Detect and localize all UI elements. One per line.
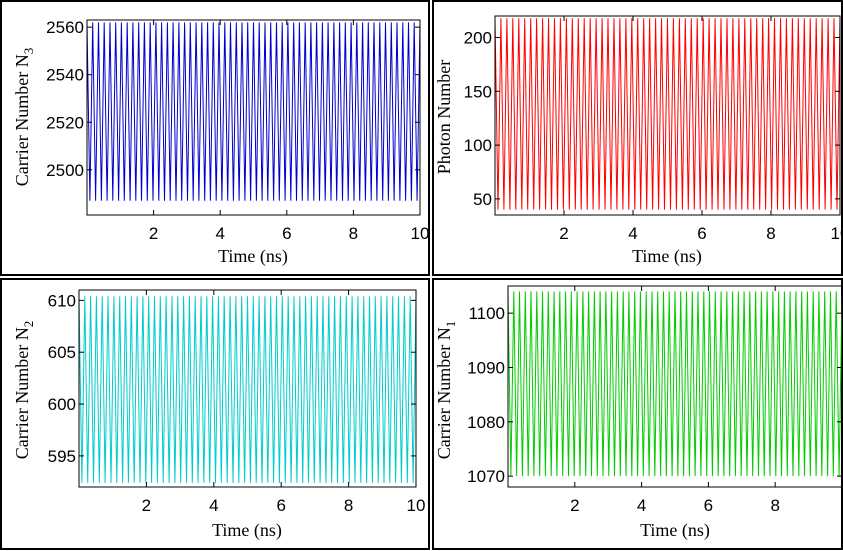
- series-line: [495, 18, 840, 210]
- y-axis-label-subscript: 1: [443, 321, 458, 328]
- x-tick-label: 6: [276, 496, 285, 515]
- x-tick-label: 8: [766, 224, 775, 243]
- y-axis-label: Photon Number: [434, 60, 454, 175]
- x-tick-label: 2: [570, 496, 579, 515]
- panel-border: [0, 0, 430, 276]
- y-axis-label: Carrier Number N1: [434, 321, 458, 459]
- y-tick-label: 100: [464, 136, 492, 155]
- chart-carrier-n3: 2 4 6 8 10 2500 2520 2540 2560 Time (ns) Carrier N…: [12, 18, 429, 267]
- y-axis-label-subscript: 2: [21, 321, 36, 328]
- x-tick-label: 10: [407, 496, 426, 515]
- chart-carrier-n2: 2 4 6 8 10 595 600 605 610 Time (ns) Carrier Numbe…: [12, 289, 426, 541]
- x-tick-label: 4: [628, 224, 637, 243]
- x-tick-label: 6: [697, 224, 706, 243]
- y-tick-label: 605: [48, 343, 76, 362]
- y-tick-label: 1100: [468, 304, 505, 323]
- x-axis-label: Time (ns): [212, 520, 282, 541]
- y-tick-label: 1080: [467, 413, 505, 432]
- y-tick-label: 150: [464, 82, 492, 101]
- y-tick-label: 2500: [46, 161, 84, 180]
- x-tick-label: 2: [142, 496, 151, 515]
- y-tick-label: 200: [464, 29, 492, 48]
- y-axis-label: Carrier Number N2: [12, 321, 36, 459]
- y-tick-label: 1090: [467, 358, 505, 377]
- x-tick-label: 10: [411, 224, 430, 243]
- axes-box: [494, 15, 841, 216]
- x-tick-label: 2: [149, 224, 158, 243]
- y-tick-label: 1070: [467, 467, 505, 486]
- axes-box: [507, 285, 843, 488]
- series-line: [87, 22, 420, 201]
- series-line: [508, 291, 842, 477]
- panel-border: [432, 0, 843, 276]
- x-tick-label: 2: [559, 224, 568, 243]
- x-tick-label: 8: [349, 224, 358, 243]
- x-axis-label: Time (ns): [218, 246, 288, 267]
- y-tick-label: 50: [473, 190, 492, 209]
- x-tick-label: 4: [215, 224, 224, 243]
- x-axis-label: Time (ns): [632, 246, 702, 267]
- series-line: [79, 296, 416, 483]
- x-tick-label: 8: [344, 496, 353, 515]
- x-tick-label: 4: [209, 496, 218, 515]
- x-tick-label: 6: [704, 496, 713, 515]
- y-tick-label: 2560: [46, 18, 84, 37]
- x-tick-label: 10: [831, 224, 843, 243]
- x-tick-label: 4: [637, 496, 646, 515]
- y-tick-label: 2520: [46, 113, 84, 132]
- x-axis-label: Time (ns): [640, 520, 710, 541]
- x-tick-label: 8: [770, 496, 779, 515]
- axes-box: [86, 19, 421, 216]
- y-axis-label-subscript: 3: [21, 48, 36, 55]
- y-tick-label: 610: [48, 291, 76, 310]
- y-tick-label: 595: [48, 447, 76, 466]
- chart-photon-number: 2 4 6 8 10 50 100 150 200 Time (ns) Photon Number: [434, 15, 843, 267]
- x-tick-label: 6: [282, 224, 291, 243]
- y-axis-label: Carrier Number N3: [12, 48, 36, 186]
- chart-carrier-n1: 2 4 6 8 1070 1080 1090 1100 Time (ns) Carrier Num…: [434, 285, 843, 541]
- panel-border: [0, 278, 430, 550]
- y-tick-label: 600: [48, 395, 76, 414]
- axes-box: [78, 289, 417, 488]
- y-tick-label: 2540: [46, 66, 84, 85]
